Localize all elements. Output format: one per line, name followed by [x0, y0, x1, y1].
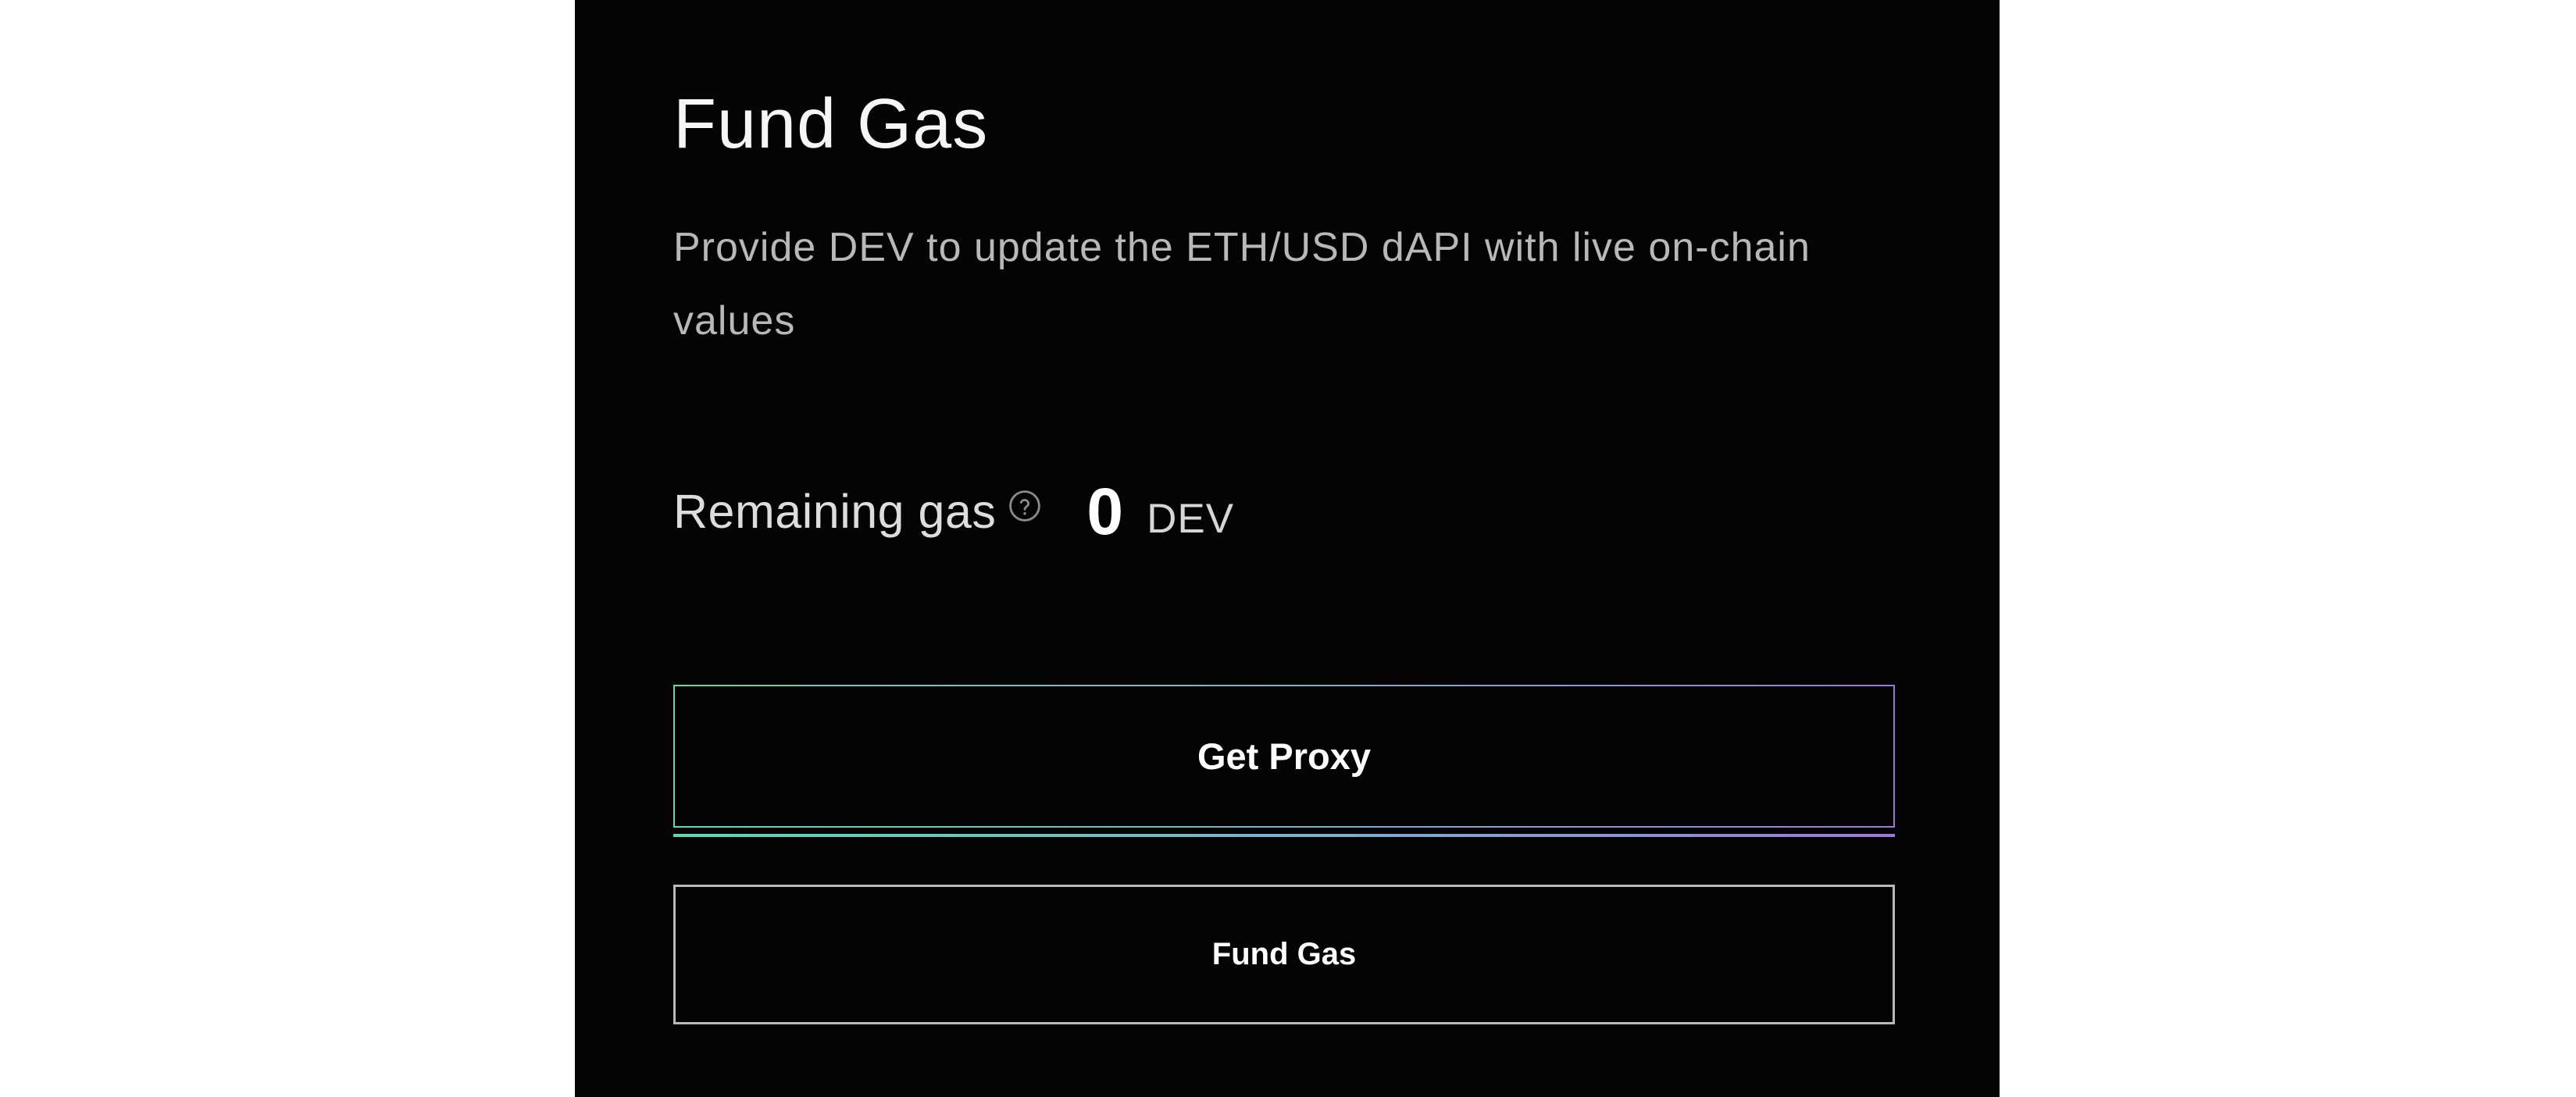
get-proxy-button[interactable]: Get Proxy [673, 685, 1895, 828]
remaining-gas-unit: DEV [1147, 495, 1235, 542]
question-circle-icon[interactable] [1008, 490, 1041, 522]
remaining-gas-value: 0 [1086, 474, 1124, 548]
panel-title: Fund Gas [673, 85, 989, 163]
remaining-gas-label: Remaining gas [673, 485, 997, 538]
remaining-gas-row: Remaining gas 0 DEV [673, 468, 1234, 554]
fund-gas-button[interactable]: Fund Gas [673, 885, 1895, 1024]
get-proxy-button-underline [673, 834, 1895, 837]
fund-gas-panel: Fund Gas Provide DEV to update the ETH/U… [575, 0, 2000, 1097]
panel-description: Provide DEV to update the ETH/USD dAPI w… [673, 225, 1811, 344]
